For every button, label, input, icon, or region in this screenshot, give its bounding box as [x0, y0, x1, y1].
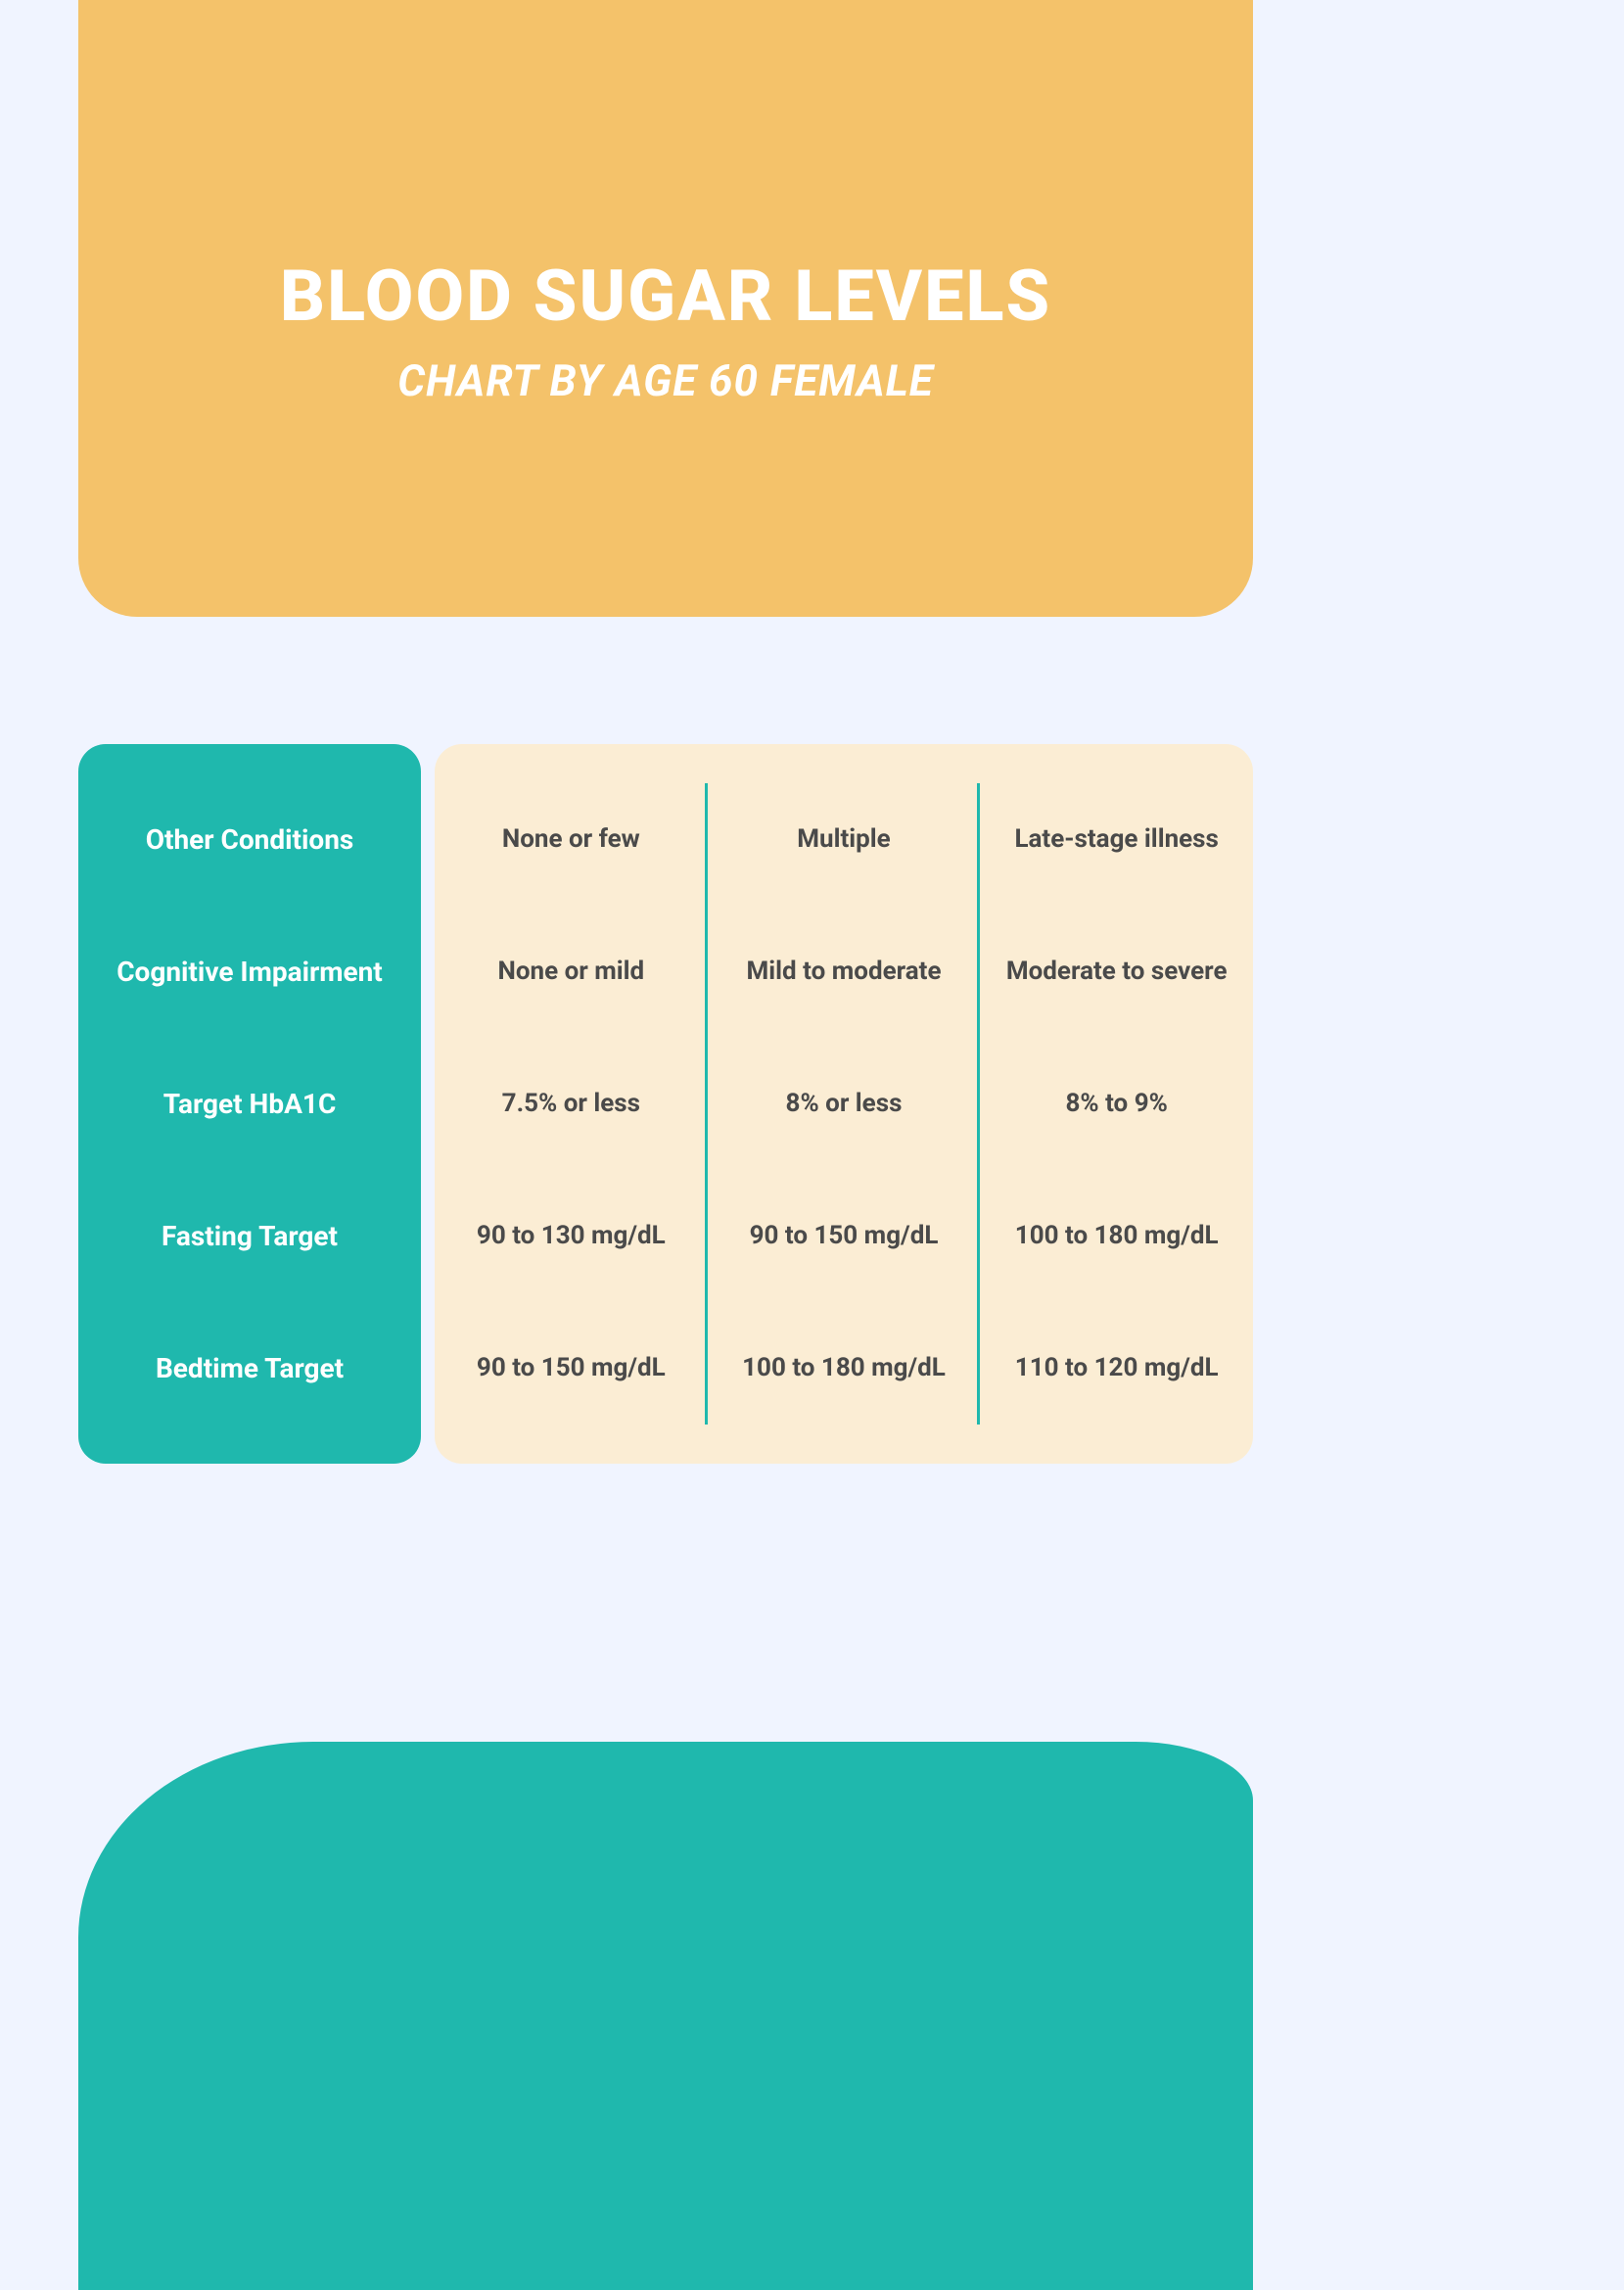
page-subtitle: CHART BY AGE 60 FEMALE [397, 355, 934, 406]
data-column-2: Multiple Mild to moderate 8% or less 90 … [708, 769, 981, 1439]
page-title: BLOOD SUGAR LEVELS [280, 255, 1051, 338]
data-panel: None or few None or mild 7.5% or less 90… [435, 744, 1253, 1464]
row-label: Target HbA1C [98, 1038, 401, 1170]
row-labels-column: Other Conditions Cognitive Impairment Ta… [78, 744, 421, 1464]
data-cell: Late-stage illness [999, 773, 1233, 906]
data-cell: 90 to 150 mg/dL [727, 1170, 961, 1302]
data-cell: Mild to moderate [727, 906, 961, 1038]
footer-decoration [78, 1742, 1253, 2290]
data-cell: None or mild [454, 906, 688, 1038]
data-cell: None or few [454, 773, 688, 906]
data-cell: 8% to 9% [999, 1038, 1233, 1170]
data-column-3: Late-stage illness Moderate to severe 8%… [980, 769, 1253, 1439]
data-cell: 7.5% or less [454, 1038, 688, 1170]
data-column-1: None or few None or mild 7.5% or less 90… [435, 769, 708, 1439]
data-cell: 100 to 180 mg/dL [727, 1302, 961, 1434]
row-label: Cognitive Impairment [98, 906, 401, 1038]
data-cell: Multiple [727, 773, 961, 906]
row-label: Fasting Target [98, 1170, 401, 1302]
data-cell: 100 to 180 mg/dL [999, 1170, 1233, 1302]
data-table: Other Conditions Cognitive Impairment Ta… [78, 744, 1253, 1464]
row-label: Other Conditions [98, 773, 401, 906]
data-cell: 90 to 130 mg/dL [454, 1170, 688, 1302]
data-cell: 90 to 150 mg/dL [454, 1302, 688, 1434]
row-label: Bedtime Target [98, 1302, 401, 1434]
data-cell: 110 to 120 mg/dL [999, 1302, 1233, 1434]
data-cell: Moderate to severe [999, 906, 1233, 1038]
data-cell: 8% or less [727, 1038, 961, 1170]
header-block: BLOOD SUGAR LEVELS CHART BY AGE 60 FEMAL… [78, 0, 1253, 617]
